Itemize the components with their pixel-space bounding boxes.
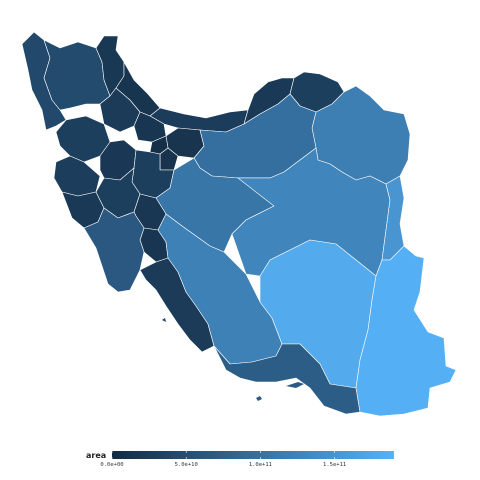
province-kermanshah [53, 155, 101, 197]
island-hormuz [316, 388, 320, 391]
province-khuzestan [83, 207, 145, 293]
province-kordestan [55, 115, 111, 163]
legend-ticks: 0.0e+00 5.0e+10 1.0e+11 1.5e+11 [100, 451, 346, 468]
legend-title: area [86, 451, 106, 460]
legend-tick-label-2: 1.0e+11 [249, 462, 272, 468]
island-qeshm [286, 382, 304, 388]
province-gilan [115, 61, 161, 117]
legend-colorbar [112, 451, 394, 459]
island-kish [256, 396, 262, 401]
legend-tick-label-1: 5.0e+10 [175, 462, 198, 468]
islands [162, 318, 320, 401]
legend-tick-label-0: 0.0e+00 [100, 462, 123, 468]
province-qazvin [133, 111, 167, 143]
legend-tick-label-3: 1.5e+11 [323, 462, 346, 468]
map-legend: area 0.0e+00 5.0e+10 1.0e+11 1.5e+11 [86, 451, 394, 468]
provinces-layer [21, 31, 457, 417]
province-sistan-baluchestan [355, 245, 457, 417]
island-kharg [162, 318, 166, 322]
